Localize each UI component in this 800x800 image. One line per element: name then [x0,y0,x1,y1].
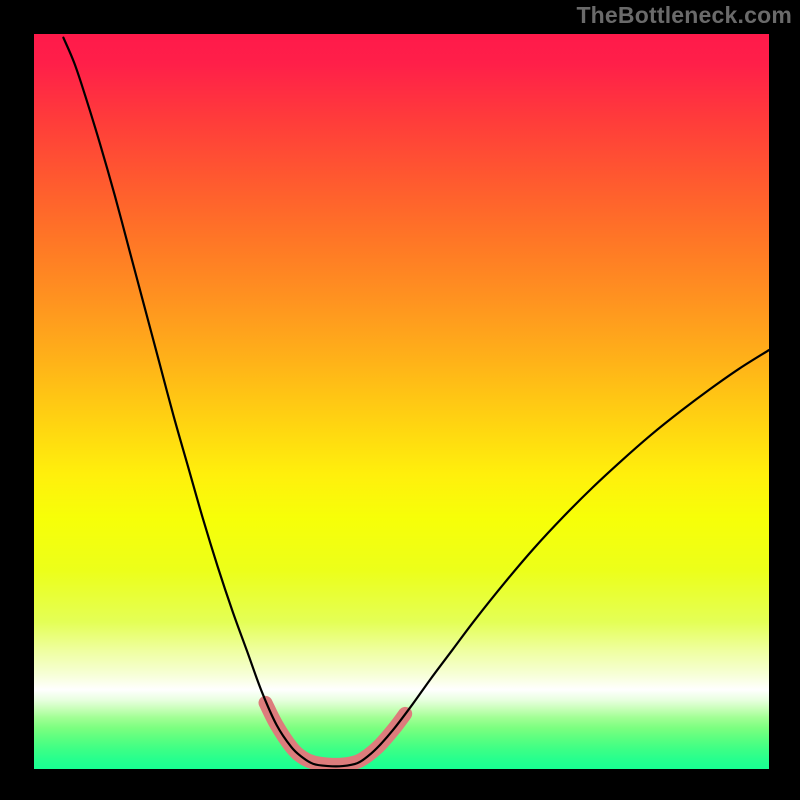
plot-area [34,34,769,769]
chart-svg [34,34,769,769]
gradient-background [34,34,769,769]
bottleneck-chart: TheBottleneck.com [0,0,800,800]
watermark-text: TheBottleneck.com [576,2,792,29]
